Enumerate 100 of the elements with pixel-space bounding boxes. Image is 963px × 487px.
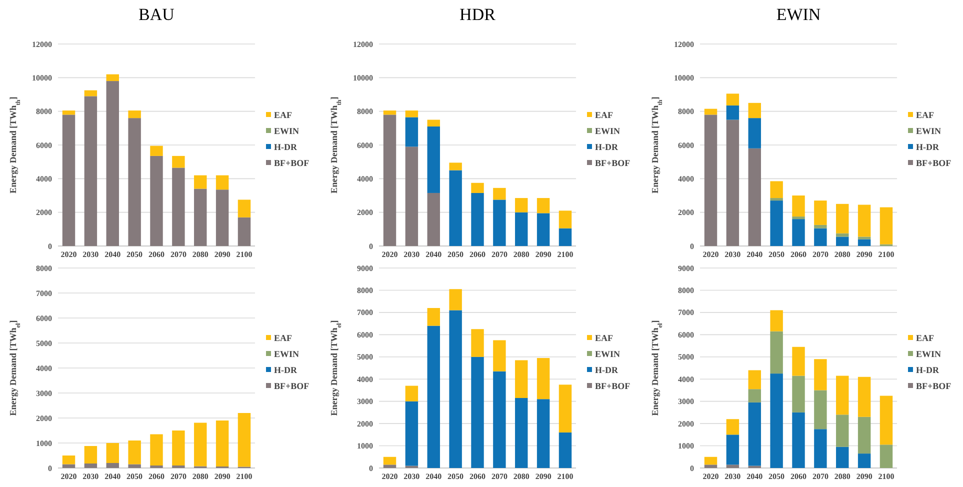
x-tick-label: 2020 — [702, 250, 719, 259]
x-tick-label: 2030 — [82, 250, 99, 259]
bar — [128, 440, 141, 464]
y-tick-label: 8000 — [678, 286, 694, 296]
bar — [704, 108, 718, 115]
bar — [770, 198, 783, 201]
x-tick-label: 2040 — [426, 472, 442, 481]
x-tick-label: 2060 — [148, 250, 164, 259]
bar — [106, 74, 119, 82]
legend-label: H-DR — [595, 365, 618, 376]
x-tick-label: 2050 — [126, 472, 143, 481]
bar — [405, 117, 418, 147]
bar — [427, 326, 440, 468]
legend-label: EWIN — [916, 126, 942, 136]
x-tick-label: 2070 — [491, 250, 508, 259]
bar — [558, 432, 572, 468]
bar — [493, 200, 506, 246]
y-tick-label: 3000 — [678, 397, 694, 406]
bar — [128, 464, 141, 468]
x-tick-label: 2080 — [834, 472, 850, 481]
bar — [238, 413, 251, 467]
bar — [515, 212, 528, 246]
legend-label: EAF — [595, 333, 614, 344]
legend-label: H-DR — [274, 365, 298, 376]
y-tick-label: 1000 — [357, 442, 373, 451]
bar — [748, 402, 761, 466]
y-tick-label: 2000 — [678, 208, 694, 218]
y-tick-label: 6000 — [357, 140, 373, 150]
legend-label: BF+BOF — [595, 158, 631, 168]
y-tick-label: 2000 — [357, 208, 373, 218]
bar — [427, 120, 440, 126]
y-tick-label: 2000 — [36, 414, 52, 423]
bar — [880, 396, 893, 445]
bar — [493, 188, 506, 200]
bar — [748, 370, 761, 390]
bar — [536, 198, 550, 214]
x-tick-label: 2060 — [790, 472, 806, 481]
legend-label: BF+BOF — [274, 158, 310, 168]
bar — [194, 175, 207, 189]
bar — [726, 120, 740, 246]
x-tick-label: 2020 — [702, 472, 719, 481]
legend-label: BF+BOF — [595, 381, 631, 392]
legend-label: EWIN — [274, 126, 300, 136]
y-tick-label: 6000 — [678, 330, 694, 340]
bar — [704, 464, 718, 468]
x-tick-label: 2040 — [104, 472, 121, 481]
x-tick-label: 2050 — [448, 472, 464, 481]
y-tick-label: 1000 — [36, 438, 52, 448]
x-tick-label: 2080 — [192, 250, 208, 259]
y-tick-label: 0 — [48, 464, 52, 473]
x-tick-label: 2100 — [557, 472, 574, 481]
bar — [814, 359, 827, 390]
y-tick-label: 0 — [369, 242, 373, 251]
y-tick-label: 2000 — [678, 419, 694, 428]
x-tick-label: 2070 — [491, 472, 508, 481]
bar — [704, 114, 718, 246]
bar — [471, 356, 484, 468]
bar — [383, 464, 396, 468]
bar — [150, 146, 163, 156]
legend-label: BF+BOF — [274, 381, 310, 392]
legend-label: BF+BOF — [916, 381, 952, 392]
chart-title: BAU — [138, 5, 174, 24]
bar — [471, 192, 484, 246]
bar — [858, 236, 871, 240]
bar — [172, 430, 185, 466]
x-tick-label: 2060 — [470, 250, 486, 259]
bar — [726, 105, 740, 120]
bar — [405, 401, 418, 466]
x-tick-label: 2040 — [746, 472, 763, 481]
bar — [515, 198, 528, 212]
y-tick-label: 0 — [369, 464, 373, 473]
y-tick-label: 1000 — [678, 442, 694, 451]
x-tick-label: 2020 — [382, 472, 398, 481]
bar — [536, 358, 550, 400]
bar — [814, 224, 827, 228]
x-tick-label: 2020 — [382, 250, 398, 259]
legend-label: EAF — [916, 333, 934, 344]
bar — [792, 346, 805, 376]
x-tick-label: 2050 — [448, 250, 464, 259]
bar — [515, 360, 528, 398]
bar — [150, 434, 163, 466]
bar — [106, 463, 119, 468]
bar — [449, 170, 462, 246]
x-tick-label: 2060 — [790, 250, 806, 259]
x-tick-label: 2030 — [404, 250, 420, 259]
bar — [493, 340, 506, 372]
y-tick-label: 12000 — [32, 40, 52, 49]
bar — [449, 162, 462, 170]
bar — [726, 434, 740, 465]
y-tick-label: 8000 — [357, 107, 373, 116]
bar — [770, 331, 783, 374]
y-tick-label: 7000 — [36, 288, 52, 298]
y-tick-label: 4000 — [678, 174, 694, 184]
y-tick-label: 6000 — [36, 140, 52, 150]
x-tick-label: 2030 — [82, 472, 99, 481]
bar — [704, 456, 718, 465]
x-tick-label: 2080 — [834, 250, 850, 259]
bar — [726, 94, 740, 106]
bar — [748, 102, 761, 118]
legend-label: H-DR — [274, 142, 298, 152]
